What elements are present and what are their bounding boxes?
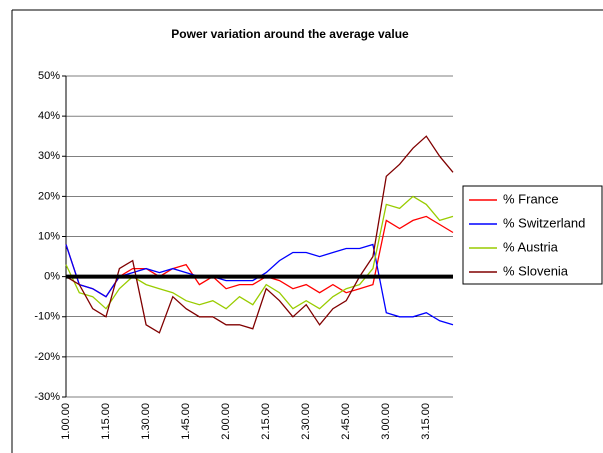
- y-tick-label: 40%: [38, 110, 60, 122]
- x-tick-label: 2.45.00: [340, 403, 352, 440]
- legend-label: % Slovenia: [503, 263, 569, 278]
- x-tick-label: 1.45.00: [180, 403, 192, 440]
- legend-label: % Switzerland: [503, 215, 585, 230]
- legend-label: % Austria: [503, 239, 559, 254]
- y-tick-label: -10%: [34, 311, 60, 323]
- x-tick-label: 3.15.00: [420, 403, 432, 440]
- series-line: [65, 135, 454, 334]
- y-tick-label: -20%: [34, 351, 60, 363]
- y-tick-label: 10%: [38, 230, 60, 242]
- chart-title: Power variation around the average value: [171, 27, 409, 41]
- x-tick-label: 2.30.00: [300, 403, 312, 440]
- legend: % France % Switzerland % Austria % Slovenia: [462, 185, 603, 285]
- x-tick-label: 2.00.00: [220, 403, 232, 440]
- legend-label: % France: [503, 191, 559, 206]
- x-tick-label: 2.15.00: [260, 403, 272, 440]
- x-tick-label: 3.00.00: [380, 403, 392, 440]
- legend-box: [462, 185, 603, 285]
- y-tick-label: 50%: [38, 70, 60, 82]
- y-tick-label: 30%: [38, 150, 60, 162]
- y-tick-label: 20%: [38, 190, 60, 202]
- y-tick-label: -30%: [34, 391, 60, 403]
- series-line: [65, 195, 454, 310]
- x-tick-label: 1.00.00: [60, 403, 72, 440]
- x-tick-label: 1.15.00: [100, 403, 112, 440]
- series-line: [65, 215, 454, 298]
- y-tick-label: 0%: [44, 271, 60, 283]
- x-tick-label: 1.30.00: [140, 403, 152, 440]
